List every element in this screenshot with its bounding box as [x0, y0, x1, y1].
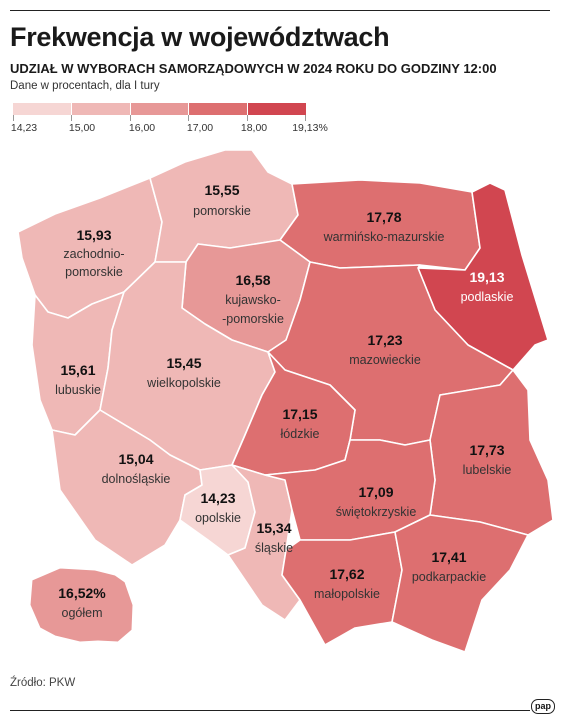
legend-tick: [130, 115, 131, 121]
bottom-rule: [10, 710, 530, 711]
label-overall-name: ogółem: [62, 606, 103, 620]
label-opolskie-value: 14,23: [200, 490, 235, 506]
legend-tick: [71, 115, 72, 121]
label-lubelskie-name: lubelskie: [463, 463, 512, 477]
legend-swatch-4: [189, 103, 249, 115]
label-slaskie-name: śląskie: [255, 541, 293, 555]
legend-ticks: [13, 115, 306, 121]
label-swietokrzyskie-value: 17,09: [358, 484, 393, 500]
legend-label-2: 15,00: [68, 122, 96, 134]
legend-tick: [13, 115, 14, 121]
label-podkarpackie-value: 17,41: [431, 549, 466, 565]
label-dolnoslaskie-name: dolnośląskie: [102, 472, 171, 486]
region-podkarpackie[interactable]: [391, 514, 529, 653]
label-wielkopolskie-value: 15,45: [166, 355, 201, 371]
label-mazowieckie-value: 17,23: [367, 332, 402, 348]
label-pomorskie-value: 15,55: [204, 182, 239, 198]
legend-tick: [305, 115, 306, 121]
legend-swatch-1: [13, 103, 72, 115]
legend-label-4: 17,00: [186, 122, 214, 134]
legend-label-5: 18,00: [240, 122, 268, 134]
label-podkarpackie-name: podkarpackie: [412, 570, 486, 584]
label-lubelskie-value: 17,73: [469, 442, 504, 458]
label-kujawsko-pomorskie-name-2: -pomorskie: [222, 312, 284, 326]
label-overall-value: 16,52%: [58, 585, 106, 601]
label-malopolskie-value: 17,62: [329, 566, 364, 582]
label-warminsko-mazurskie-name: warmińsko-mazurskie: [323, 230, 445, 244]
label-mazowieckie-name: mazowieckie: [349, 353, 421, 367]
legend-swatch-5: [248, 103, 306, 115]
legend-swatch-2: [71, 103, 131, 115]
page-title: Frekwencja w województwach: [10, 22, 390, 52]
label-zachodniopomorskie-value: 15,93: [76, 227, 111, 243]
overall-map-shape: [29, 567, 134, 643]
color-legend: [13, 103, 306, 115]
legend-label-1: 14,23: [10, 122, 38, 134]
label-lodzkie-name: łódzkie: [281, 427, 320, 441]
label-wielkopolskie-name: wielkopolskie: [146, 376, 221, 390]
label-slaskie-value: 15,34: [256, 520, 291, 536]
label-lubuskie-value: 15,61: [60, 362, 95, 378]
page-subtitle: UDZIAŁ W WYBORACH SAMORZĄDOWYCH W 2024 R…: [10, 61, 497, 76]
legend-label-6: 19,13%: [292, 122, 328, 134]
label-opolskie-name: opolskie: [195, 511, 241, 525]
label-dolnoslaskie-value: 15,04: [118, 451, 153, 467]
label-warminsko-mazurskie-value: 17,78: [366, 209, 401, 225]
pap-logo: pap: [531, 699, 555, 714]
label-kujawsko-pomorskie-value: 16,58: [235, 272, 270, 288]
legend-swatch-3: [130, 103, 190, 115]
label-zachodniopomorskie-name-2: pomorskie: [65, 265, 123, 279]
label-podlaskie-value: 19,13: [469, 269, 504, 285]
legend-tick: [247, 115, 248, 121]
label-lubuskie-name: lubuskie: [55, 383, 101, 397]
legend-tick: [188, 115, 189, 121]
label-zachodniopomorskie-name-1: zachodnio-: [63, 247, 124, 261]
label-podlaskie-name: podlaskie: [461, 290, 514, 304]
region-warminsko-mazurskie[interactable]: [279, 179, 481, 271]
legend-label-3: 16,00: [128, 122, 156, 134]
data-note: Dane w procentach, dla I tury: [10, 80, 160, 92]
source-note: Źródło: PKW: [10, 677, 76, 689]
legend-labels: 14,23 15,00 16,00 17,00 18,00 19,13%: [0, 122, 564, 136]
label-pomorskie-name: pomorskie: [193, 204, 251, 218]
region-malopolskie[interactable]: [281, 531, 403, 646]
label-swietokrzyskie-name: świętokrzyskie: [336, 505, 417, 519]
label-kujawsko-pomorskie-name-1: kujawsko-: [225, 293, 281, 307]
top-rule: [10, 10, 550, 11]
label-lodzkie-value: 17,15: [282, 406, 317, 422]
label-malopolskie-name: małopolskie: [314, 587, 380, 601]
